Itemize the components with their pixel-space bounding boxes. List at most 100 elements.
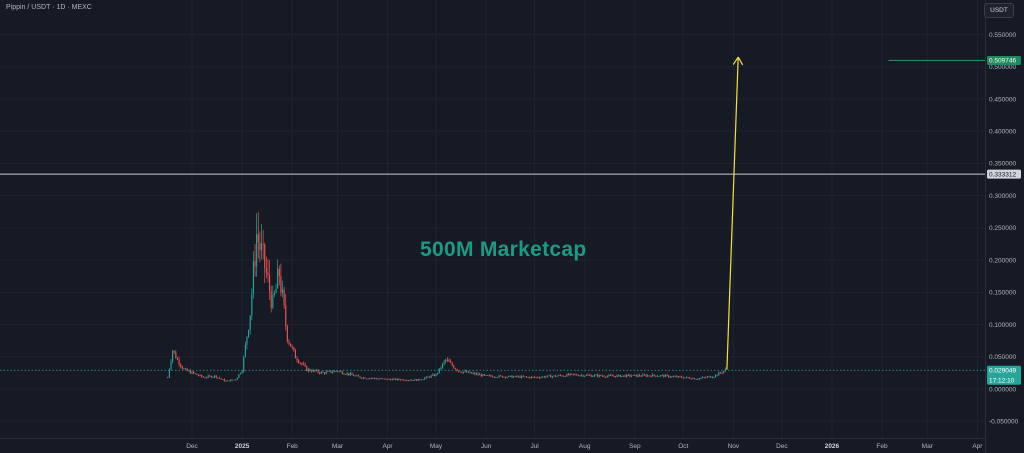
candle-body — [687, 377, 689, 378]
candle-body — [270, 291, 272, 308]
price-tick-label: 0.200000 — [989, 257, 1016, 264]
candle-body — [257, 234, 259, 243]
candle-body — [312, 370, 314, 372]
candle-body — [450, 361, 452, 363]
candle-body — [281, 289, 284, 293]
candle-body — [711, 377, 713, 379]
candle-body — [566, 374, 568, 377]
candle-body — [238, 374, 240, 378]
candle-body — [471, 372, 473, 374]
candle-body — [218, 377, 221, 379]
candle-body — [652, 374, 654, 377]
candle-body — [293, 347, 295, 351]
candle-body — [277, 268, 279, 289]
candle-body — [390, 379, 392, 381]
candle-body — [176, 358, 179, 360]
candle-body — [220, 378, 222, 380]
candle-body — [656, 376, 658, 377]
candle-body — [193, 371, 195, 374]
candle-body — [462, 371, 465, 373]
candle-body — [477, 373, 479, 375]
candle-body — [661, 375, 663, 376]
candle-body — [369, 378, 371, 380]
candle-body — [348, 373, 350, 376]
price-tick-label: 0.350000 — [989, 161, 1016, 168]
candle-body — [411, 380, 413, 381]
candle-body — [624, 375, 626, 377]
candle-body — [685, 377, 688, 378]
candle-body — [359, 376, 361, 378]
candle-body — [336, 371, 339, 373]
time-tick-label: Oct — [678, 443, 688, 450]
candle-body — [264, 244, 266, 269]
candle-body — [677, 376, 679, 378]
candle-body — [613, 376, 615, 377]
candle-body — [498, 375, 500, 378]
candle-body — [645, 375, 647, 377]
candle-body — [183, 368, 185, 370]
candle-body — [679, 376, 681, 378]
candle-body — [370, 378, 372, 380]
candle-body — [417, 379, 419, 381]
time-tick-label: Dec — [776, 443, 788, 450]
target-price-label: 0.509746 — [989, 58, 1016, 65]
candle-body — [269, 275, 271, 292]
candle-body — [280, 276, 282, 293]
time-tick-label: Mar — [922, 443, 934, 450]
price-tick-label: 0.250000 — [989, 225, 1016, 232]
candle-body — [341, 371, 343, 374]
candle-body — [500, 375, 502, 377]
candle-body — [669, 377, 671, 378]
candle-body — [521, 376, 523, 378]
candle-body — [451, 362, 453, 366]
candle-body — [333, 371, 335, 373]
candle-body — [692, 378, 694, 380]
candle-body — [648, 375, 650, 377]
candle-body — [323, 372, 326, 374]
candle-body — [532, 376, 534, 378]
candle-body — [256, 234, 258, 267]
candle-body — [569, 373, 571, 376]
candle-body — [296, 358, 298, 361]
price-axis[interactable]: 0.550000 0.500000 0.450000 0.400000 0.350000… — [985, 0, 1019, 453]
candle-body — [550, 375, 552, 378]
candle-body — [681, 376, 683, 378]
candle-body — [294, 350, 297, 359]
candle-body — [435, 374, 437, 377]
currency-button[interactable]: USDT — [984, 3, 1014, 18]
candle-body — [427, 376, 429, 378]
candle-body — [319, 372, 321, 374]
candle-body — [461, 372, 463, 374]
candle-body — [302, 364, 305, 365]
candle-body — [529, 377, 531, 379]
candle-body — [382, 378, 384, 380]
candle-body — [298, 360, 300, 363]
candle-body — [225, 381, 227, 382]
candle-body — [356, 375, 358, 377]
time-axis[interactable]: Dec 2025 Feb Mar Apr May Jun Jul Aug Sep Oct Nov Dec… — [0, 438, 985, 451]
candle-body — [236, 377, 238, 380]
arrow-head — [737, 56, 744, 66]
candle-body — [290, 343, 292, 347]
candle-body — [716, 374, 718, 376]
candle-body — [564, 376, 566, 377]
candle-body — [621, 375, 623, 377]
candle-body — [555, 375, 557, 377]
candle-body — [395, 378, 397, 380]
candle-body — [409, 380, 411, 381]
time-tick-label: Aug — [579, 443, 591, 450]
candle-body — [377, 378, 379, 380]
candle-body — [314, 370, 316, 372]
resistance-price-label: 0.333312 — [989, 171, 1016, 178]
candle-body — [682, 377, 684, 379]
candle-body — [322, 371, 324, 373]
candle-body — [233, 379, 235, 381]
candle-body — [472, 372, 474, 374]
candle-body — [655, 375, 657, 377]
candle-body — [527, 377, 529, 378]
candle-body — [571, 373, 573, 375]
candle-body — [524, 376, 526, 378]
candle-body — [386, 378, 389, 380]
candle-body — [542, 376, 544, 378]
